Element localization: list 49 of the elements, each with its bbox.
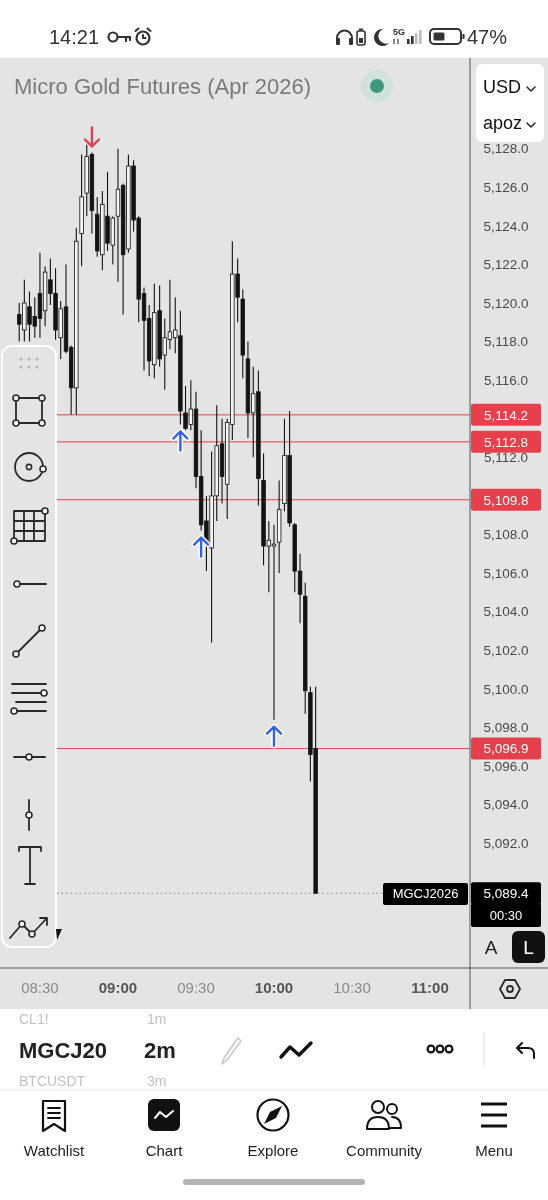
x-tick-label: 11:00 — [411, 979, 449, 996]
text: Menu — [475, 1142, 513, 1159]
y-tick-label: 5,118.0 — [483, 334, 529, 350]
text: Community — [346, 1142, 423, 1159]
y-tick-label: 5,094.0 — [483, 797, 529, 813]
y-tick-label: 5,128.0 — [483, 141, 529, 157]
ref-line-label: 5,089.4 — [483, 886, 530, 902]
y-tick-label: 5,126.0 — [483, 179, 529, 195]
text: Chart — [145, 1142, 184, 1159]
y-tick-label: 5,106.0 — [483, 565, 529, 581]
x-tick-label: 09:30 — [177, 979, 215, 996]
text: 14:21 — [49, 26, 100, 48]
text: 2m — [144, 1038, 176, 1063]
x-tick-label: 10:30 — [333, 979, 371, 996]
annotation: 00:30 — [489, 908, 523, 923]
x-tick-label: 10:00 — [254, 979, 294, 996]
x-tick-label: 09:00 — [98, 979, 138, 996]
text: 5G — [393, 27, 406, 37]
y-tick-label: 5,102.0 — [483, 642, 529, 658]
y-tick-label: 5,120.0 — [483, 295, 529, 311]
x-tick-label: 08:30 — [21, 979, 59, 996]
y-tick-label: 5,112.0 — [483, 450, 529, 466]
annotation: L — [523, 937, 534, 958]
text: MGCJ20 — [19, 1038, 108, 1063]
text: 3m — [147, 1073, 167, 1089]
text: 47% — [467, 26, 508, 48]
y-tick-label: 5,124.0 — [483, 218, 529, 234]
y-tick-label: 5,116.0 — [483, 372, 529, 388]
y-tick-label: 5,092.0 — [483, 835, 529, 851]
annotation: apoz — [483, 113, 523, 133]
annotation: MGCJ2026 — [392, 886, 459, 901]
y-tick-label: 5,122.0 — [483, 257, 529, 273]
text: 1m — [147, 1011, 167, 1027]
ref-line-label: 5,096.9 — [483, 741, 529, 757]
text: Watchlist — [23, 1142, 85, 1159]
text: Explore — [247, 1142, 299, 1159]
annotation: A — [484, 937, 498, 958]
y-tick-label: 5,100.0 — [483, 681, 529, 697]
ref-line-label: 5,112.8 — [483, 434, 529, 450]
text: BTCUSDT — [19, 1073, 86, 1089]
ref-line-label: 5,114.2 — [483, 407, 529, 423]
text: Micro Gold Futures (Apr 2026) — [14, 74, 312, 99]
text: CL1! — [19, 1011, 49, 1027]
annotation: USD — [483, 77, 522, 97]
y-tick-label: 5,104.0 — [483, 604, 529, 620]
ref-line-label: 5,109.8 — [483, 492, 529, 508]
y-tick-label: 5,096.0 — [483, 758, 529, 774]
y-tick-label: 5,108.0 — [483, 527, 529, 543]
y-tick-label: 5,098.0 — [483, 720, 529, 736]
